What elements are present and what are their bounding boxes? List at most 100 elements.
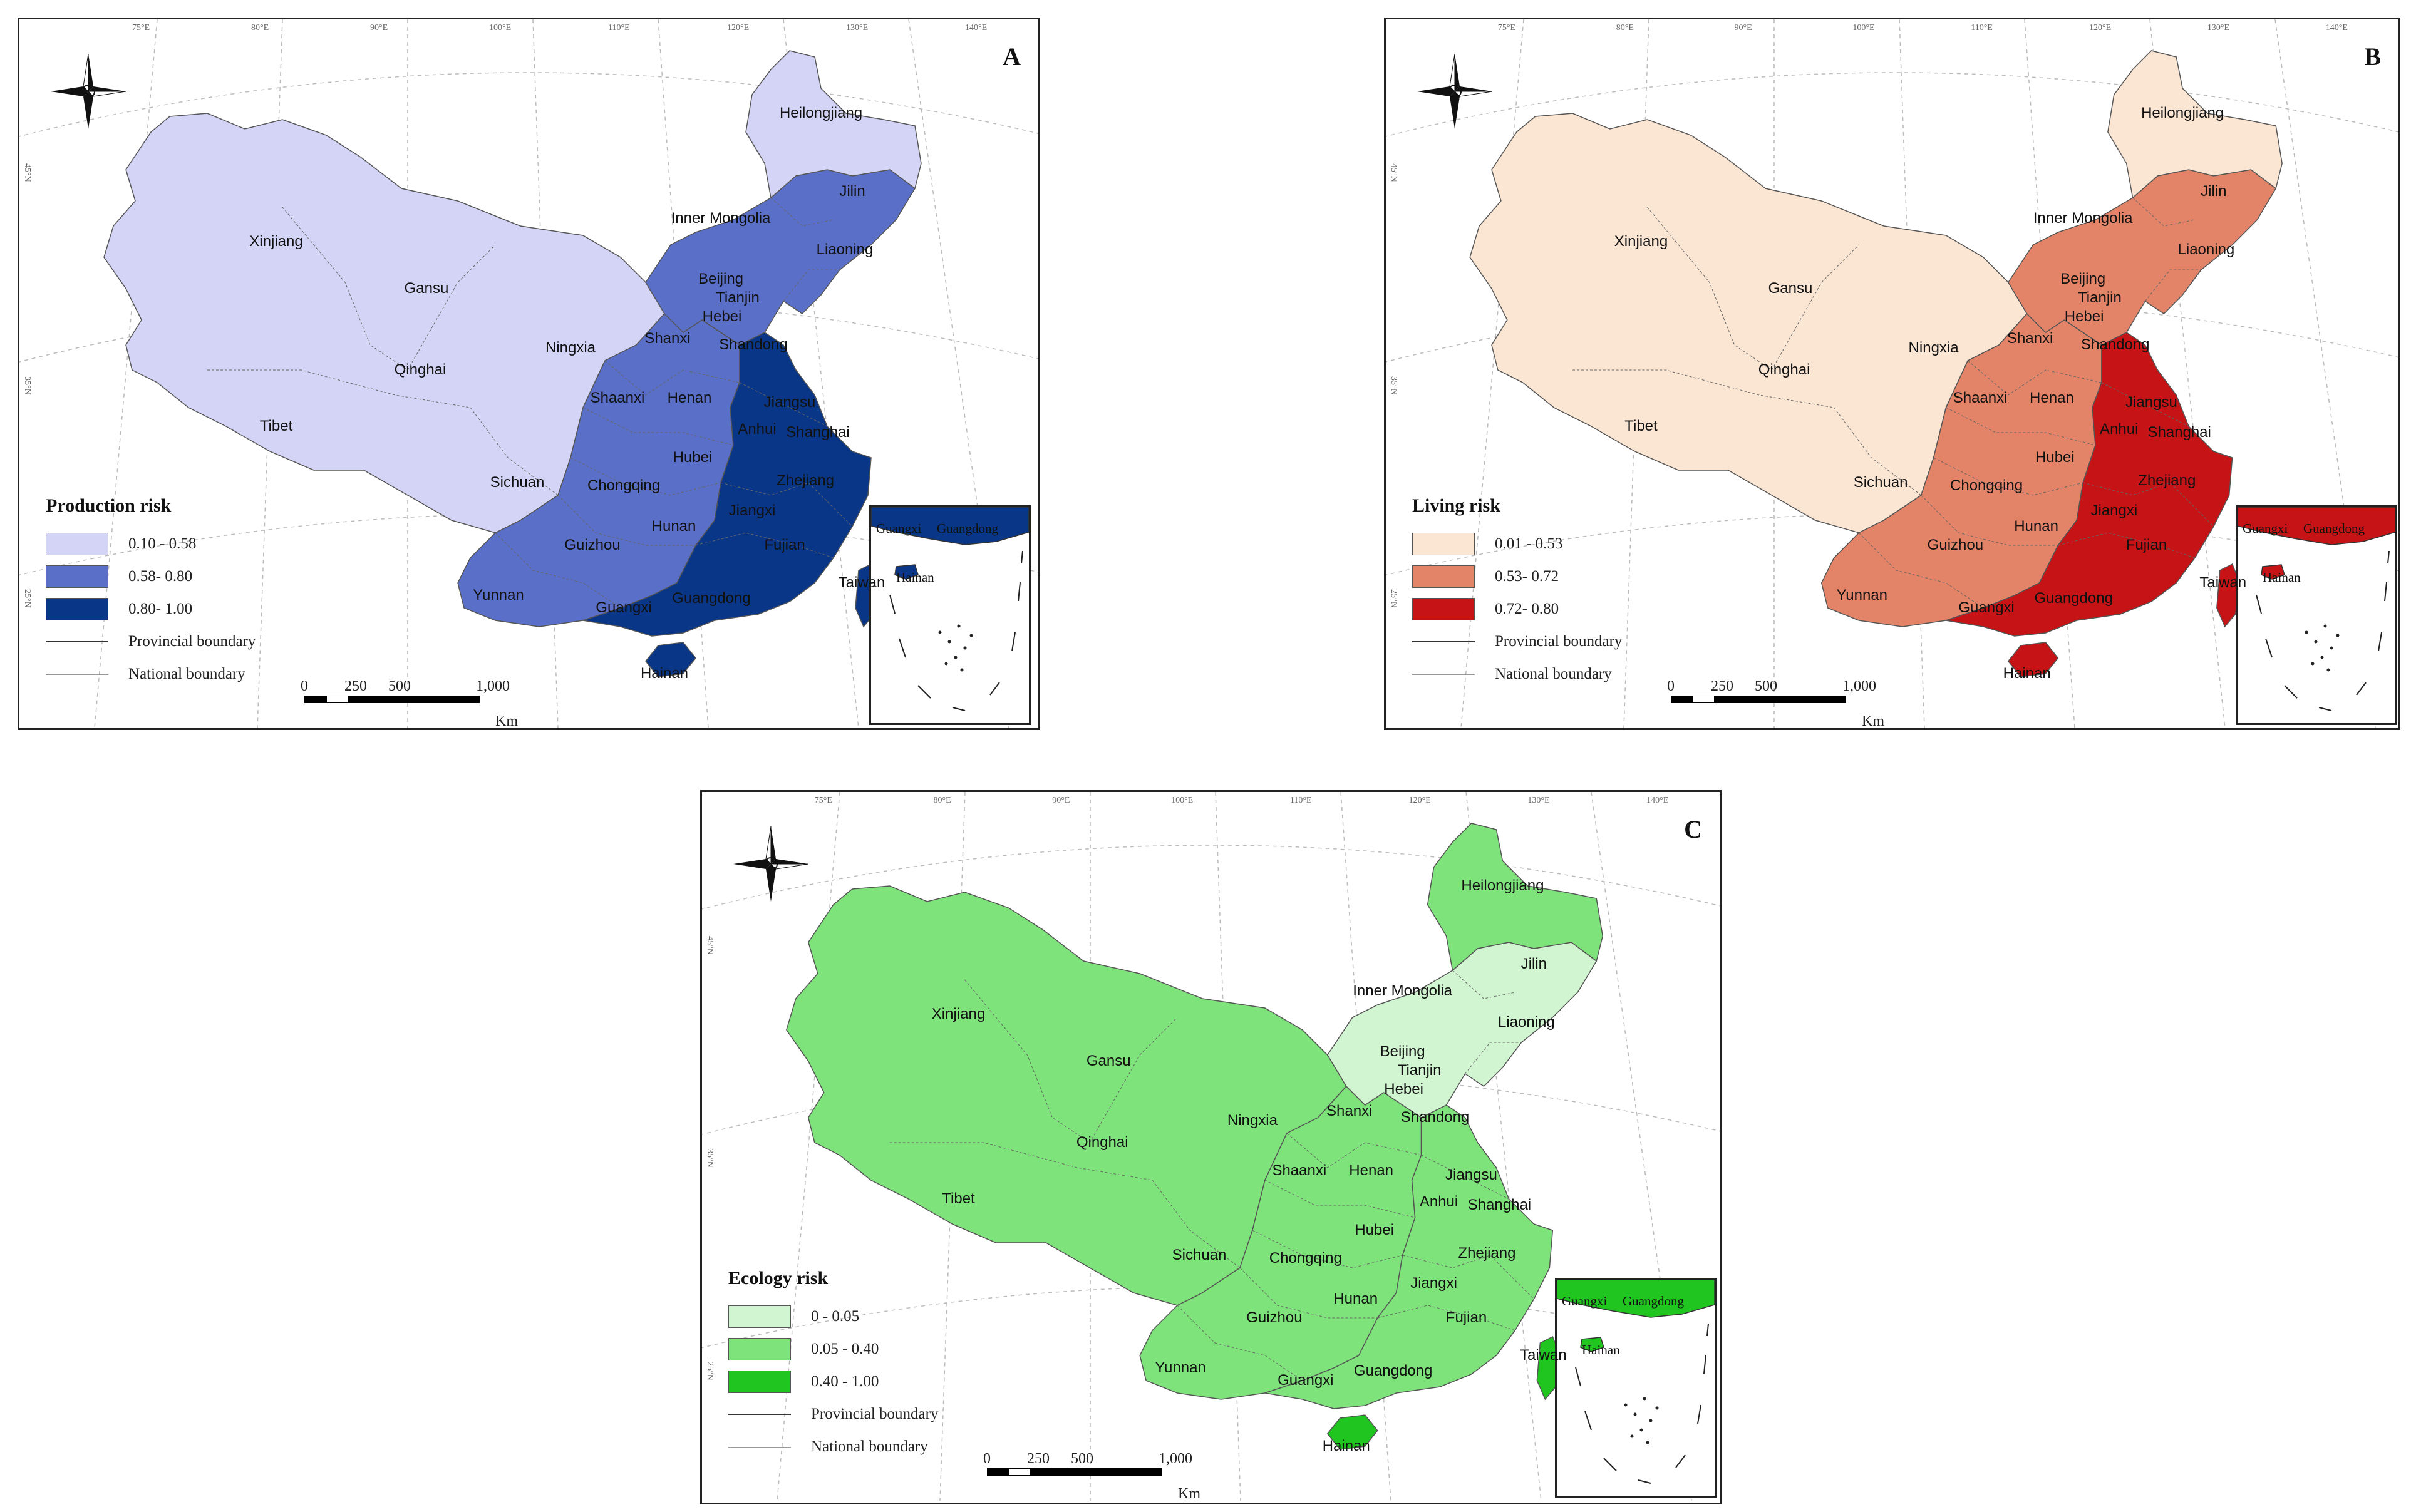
legend-swatch — [728, 1371, 791, 1393]
scale-bar: 0 250 500 1,000 Km — [983, 1451, 1250, 1502]
province-label: Liaoning — [816, 241, 874, 258]
island-dot — [1646, 1441, 1649, 1444]
regions — [103, 50, 922, 677]
province-label: Liaoning — [1498, 1014, 1555, 1031]
scale-segment — [348, 696, 392, 703]
province-label: Zhejiang — [1458, 1245, 1516, 1262]
legend-label: 0.40 - 1.00 — [811, 1373, 879, 1390]
provincial-boundary-line — [2145, 269, 2201, 302]
province-label: Tibet — [942, 1190, 975, 1207]
scale-tick-label: 250 — [1711, 678, 1733, 694]
provincial-boundary-line — [1264, 1180, 1415, 1218]
regions — [786, 823, 1603, 1450]
scale-tick-label: 1,000 — [476, 678, 510, 694]
island-dot — [963, 646, 967, 650]
graticule-label: 45°N — [1389, 163, 1398, 182]
panel-letter: B — [2364, 43, 2381, 71]
legend-line-symbol — [1412, 674, 1475, 675]
province-label: Shandong — [1400, 1109, 1470, 1126]
province-label: Ningxia — [1908, 339, 1959, 356]
province-label: Ningxia — [1227, 1112, 1278, 1129]
legend-label: 0.10 - 0.58 — [128, 535, 197, 552]
graticule-label: 100°E — [1852, 23, 1875, 33]
graticule-label: 80°E — [1616, 23, 1634, 33]
provincial-boundary-line — [1377, 1305, 1515, 1331]
legend-label: Provincial boundary — [128, 633, 256, 650]
province-label: Sichuan — [490, 474, 545, 491]
provincial-boundary-line — [1921, 495, 2058, 546]
province-label: Shanghai — [786, 424, 850, 441]
province-label: Beijing — [1380, 1043, 1425, 1060]
provincial-boundary-line — [720, 482, 853, 527]
province-label: Yunnan — [473, 587, 524, 604]
province-label: Jilin — [839, 183, 865, 200]
province-label: Shanxi — [1326, 1103, 1373, 1119]
legend-item: National boundary — [46, 658, 284, 691]
island-dot — [1643, 1397, 1646, 1401]
graticule-label: 45°N — [23, 163, 32, 182]
graticule-label: 35°N — [705, 1149, 715, 1168]
dash-segment — [1706, 1323, 1709, 1337]
provincial-boundary-line — [1421, 1155, 1509, 1200]
legend-item: 0.80- 1.00 — [46, 593, 284, 625]
graticule-label: 35°N — [23, 376, 32, 395]
provincial-boundary-line — [1252, 1230, 1403, 1268]
scale-tick-label: 500 — [388, 678, 411, 694]
dash-segment — [1703, 1354, 1706, 1374]
legend-item: 0.10 - 0.58 — [46, 528, 284, 560]
dash-segment — [1675, 1454, 1686, 1468]
province-label: Hebei — [1384, 1081, 1423, 1098]
scale-unit: Km — [1862, 713, 1884, 729]
china-map-c — [702, 792, 1720, 1501]
dash-segment — [1638, 1479, 1651, 1484]
legend-line-symbol — [728, 1446, 791, 1448]
legend-label: 0.72- 0.80 — [1495, 600, 1559, 617]
province-label: Xinjiang — [249, 233, 303, 250]
scale-segment — [392, 696, 480, 703]
province-label: Jiangxi — [1410, 1275, 1457, 1292]
island-dot — [1630, 1434, 1634, 1438]
province-label: Jilin — [1520, 955, 1547, 972]
inset-label: Guangxi — [2243, 521, 2288, 536]
graticule-line — [783, 19, 859, 728]
province-label: Hubei — [1355, 1221, 1395, 1238]
legend: Ecology risk 0 - 0.05 0.05 - 0.40 0.40 - 1.… — [728, 1268, 966, 1463]
island-dot — [2326, 668, 2330, 672]
legend-item: 0.01 - 0.53 — [1412, 528, 1650, 560]
province-label: Beijing — [2060, 270, 2106, 287]
province-label: Hubei — [673, 449, 713, 466]
province-label: Qinghai — [1758, 361, 1810, 378]
scale-bar: 0 250 500 1,000 Km — [1667, 678, 1934, 728]
graticule-label: 140°E — [965, 23, 988, 33]
inset-label: Hainan — [1582, 1342, 1620, 1357]
graticule-label: 25°N — [705, 1362, 715, 1381]
province-label: Guangxi — [1278, 1372, 1334, 1389]
province-label: Jiangsu — [763, 394, 816, 411]
province-label: Heilongjiang — [1461, 877, 1544, 894]
inset-mainland — [871, 507, 1029, 545]
provincial-boundary-line — [282, 207, 408, 371]
province-label: Shanghai — [2147, 424, 2211, 441]
dash-segment — [2256, 594, 2262, 614]
graticule-label: 100°E — [489, 23, 512, 33]
scale-tick-label: 250 — [1027, 1451, 1050, 1467]
province-label: Hainan — [640, 665, 689, 682]
province-label: Shaanxi — [1272, 1162, 1327, 1179]
legend-item: Provincial boundary — [46, 625, 284, 658]
province-label: Inner Mongolia — [671, 210, 771, 227]
dash-segment — [1575, 1367, 1581, 1387]
legend-label: 0 - 0.05 — [811, 1308, 860, 1325]
dash-segment — [889, 594, 896, 614]
island-dot — [1633, 1412, 1637, 1416]
graticule-label: 120°E — [727, 23, 750, 33]
inset-mainland — [2238, 507, 2395, 545]
scale-tick-label: 500 — [1755, 678, 1777, 694]
province-label: Hubei — [2035, 449, 2075, 466]
scale-bar: 0 250 500 1,000 Km — [301, 678, 567, 728]
legend: Living risk 0.01 - 0.53 0.53- 0.72 0.72- 0.… — [1412, 495, 1650, 691]
inset-label: Guangdong — [1623, 1293, 1684, 1309]
legend-item: 0 - 0.05 — [728, 1300, 966, 1333]
provincial-boundary-line — [889, 1142, 1153, 1181]
legend-item: Provincial boundary — [1412, 625, 1650, 658]
legend-swatch — [1412, 565, 1475, 588]
